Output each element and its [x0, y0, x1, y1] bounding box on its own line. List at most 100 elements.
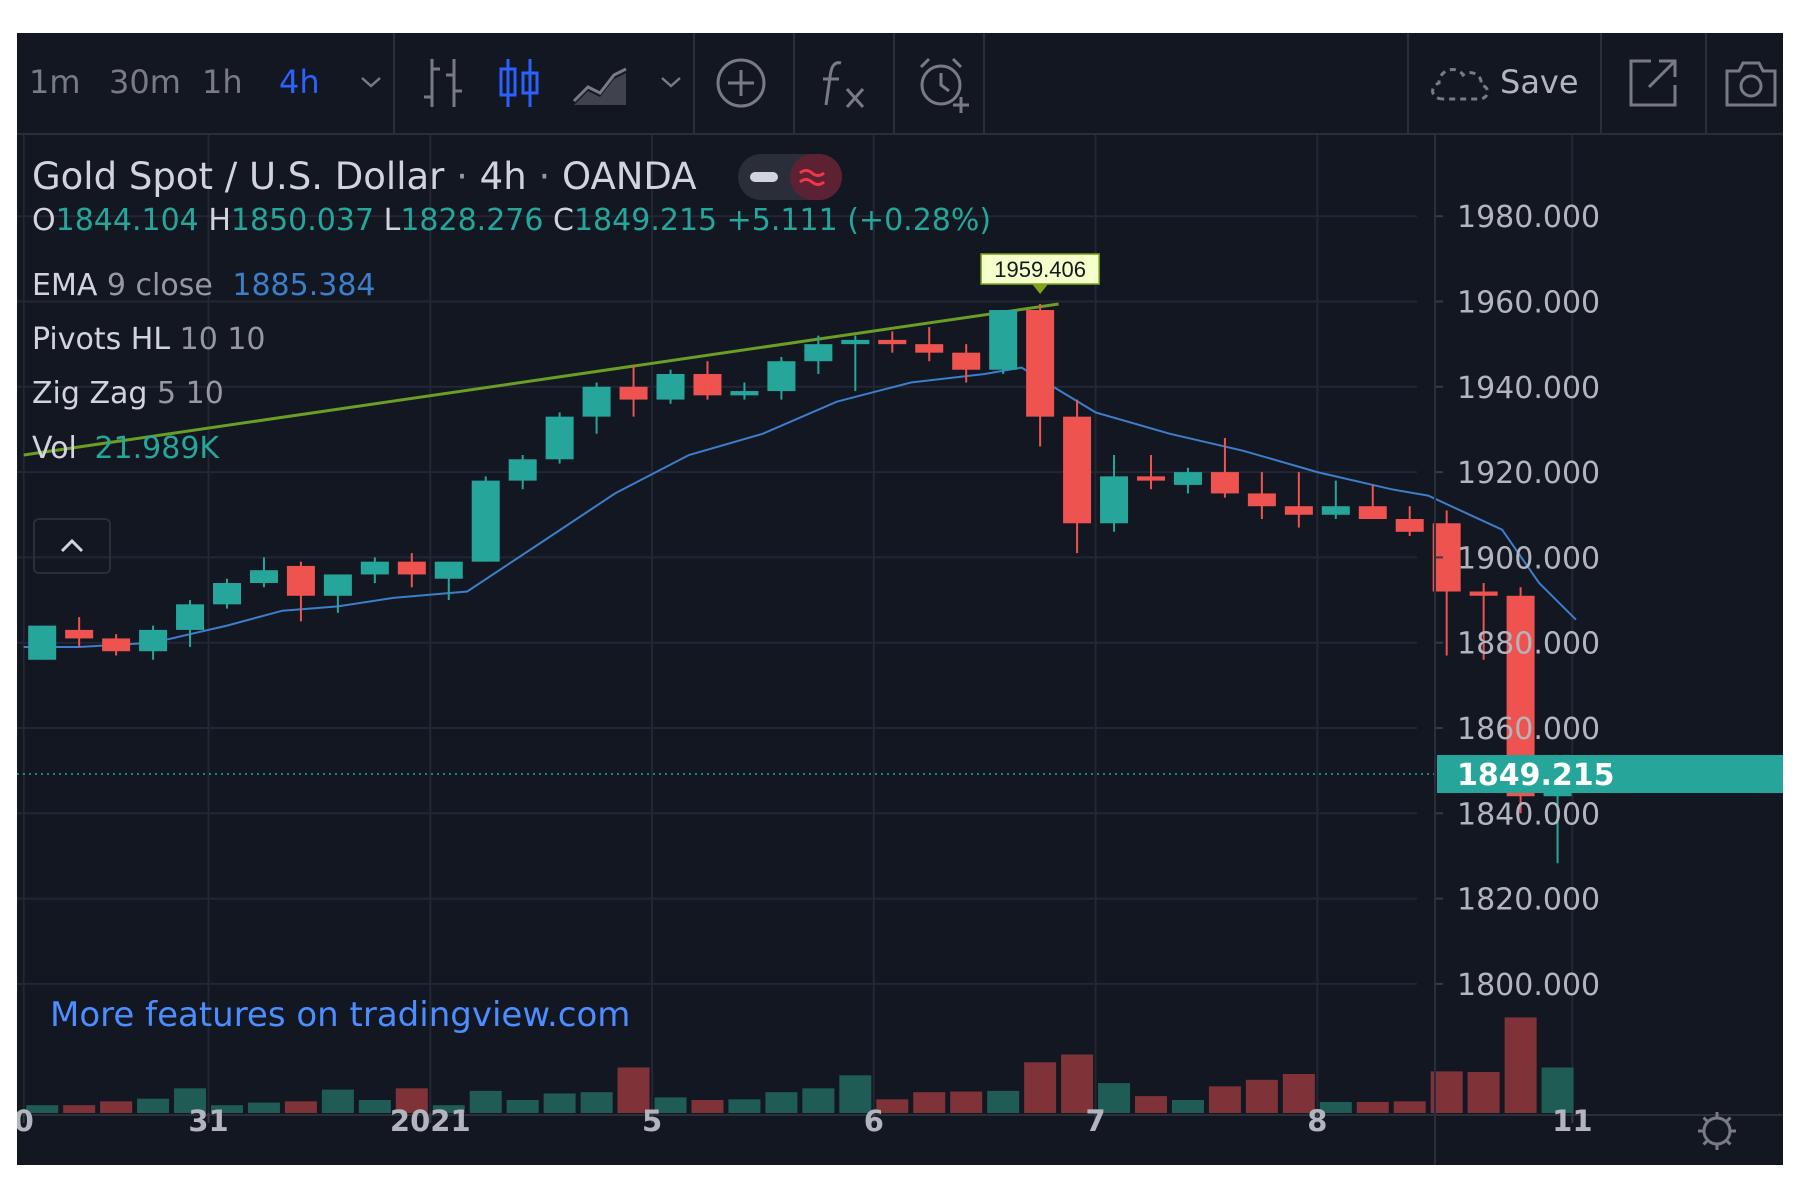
indicator-ema[interactable]: EMA 9 close 1885.384	[32, 268, 376, 303]
volume-bar	[1171, 1100, 1204, 1113]
pivot-high-label: 1959.406	[994, 257, 1086, 282]
collapse-legend-button[interactable]	[33, 518, 111, 574]
close-value: 1849.215	[573, 203, 718, 238]
toolbar: 1m 30m 1h 4h	[17, 33, 1783, 135]
volume-bar	[26, 1105, 59, 1113]
price-chart[interactable]: 1959.406 1800.000 1820.000 1840.000 1860.000…	[17, 33, 1783, 1165]
volume-bar	[358, 1100, 391, 1113]
candle-body	[323, 574, 352, 596]
high-value: 1850.037	[230, 203, 375, 238]
vol-name: Vol	[32, 431, 77, 466]
volume-bar	[247, 1102, 280, 1113]
y-tick-label: 1860.000	[1457, 712, 1600, 747]
volume-bar	[284, 1101, 317, 1113]
title-separator: ·	[456, 155, 468, 198]
area-chart-icon[interactable]	[570, 55, 630, 111]
candle-body	[693, 374, 722, 396]
y-tick-label: 1900.000	[1457, 541, 1600, 576]
candle-body	[619, 386, 648, 400]
x-tick-label: 31	[188, 1104, 228, 1138]
x-tick-label: 5	[642, 1104, 662, 1138]
pivot-high-label-pointer	[1032, 284, 1049, 295]
interval-1h[interactable]: 1h	[202, 63, 243, 101]
candle	[1321, 480, 1350, 520]
candle-body	[841, 339, 870, 345]
candle-body	[508, 459, 537, 481]
candle	[434, 561, 463, 601]
bar-chart-icon[interactable]	[420, 55, 468, 111]
pivots-params: 10 10	[179, 322, 266, 357]
candle-body	[1210, 472, 1239, 494]
settings-gear-icon[interactable]	[1698, 1112, 1736, 1150]
candle	[323, 574, 352, 613]
candle-body	[989, 310, 1018, 370]
save-button[interactable]: Save	[1500, 63, 1579, 101]
interval-1m[interactable]: 1m	[29, 63, 81, 101]
volume-bar	[691, 1100, 724, 1113]
candle	[582, 382, 611, 434]
candles-icon[interactable]	[495, 55, 543, 111]
candle-body	[952, 352, 981, 370]
indicator-volume[interactable]: Vol 21.989K	[32, 431, 219, 466]
candle	[1210, 437, 1239, 498]
volume-bar	[1098, 1083, 1131, 1113]
indicators-fx-icon[interactable]	[815, 55, 875, 111]
volume-bar	[1393, 1101, 1426, 1113]
chart-background	[17, 33, 1783, 1165]
candle	[102, 634, 131, 656]
y-tick-label: 1800.000	[1457, 968, 1600, 1003]
volume-bar	[1356, 1101, 1389, 1113]
candle-body	[139, 629, 168, 652]
cloud-icon[interactable]	[1427, 61, 1493, 105]
volume-bar	[617, 1067, 650, 1113]
ema-name: EMA	[32, 268, 98, 303]
candle	[841, 335, 870, 392]
candle	[213, 578, 241, 609]
candle-body	[65, 629, 94, 639]
interval-4h[interactable]: 4h	[279, 63, 320, 101]
volume-bar	[432, 1105, 465, 1113]
candle-body	[656, 374, 685, 400]
symbol-exchange: OANDA	[561, 155, 697, 198]
candle-body	[1469, 591, 1498, 596]
x-tick-label: 2021	[390, 1104, 471, 1138]
y-tick-label: 1820.000	[1457, 883, 1600, 918]
alarm-clock-icon[interactable]	[913, 55, 973, 115]
candle-body	[397, 561, 426, 575]
interval-30m[interactable]: 30m	[109, 63, 181, 101]
symbol-title[interactable]: Gold Spot / U.S. Dollar · 4h · OANDA	[32, 155, 697, 198]
toolbar-divider	[1705, 33, 1707, 133]
visibility-toggle[interactable]	[738, 154, 842, 200]
y-tick-label: 1940.000	[1457, 371, 1600, 406]
candle	[249, 557, 278, 588]
camera-icon[interactable]	[1721, 55, 1781, 111]
chevron-down-icon[interactable]	[357, 73, 385, 93]
candle-body	[1063, 416, 1092, 524]
chevron-down-icon[interactable]	[657, 73, 685, 93]
chevron-up-icon	[60, 538, 84, 553]
volume-bar	[395, 1088, 428, 1113]
open-external-icon[interactable]	[1625, 55, 1681, 111]
candle	[1026, 304, 1055, 447]
volume-bar	[950, 1091, 983, 1113]
candle	[139, 625, 168, 660]
candle	[1063, 399, 1092, 554]
volume-bar	[1282, 1074, 1315, 1113]
volume-bar	[765, 1092, 798, 1113]
indicator-zigzag[interactable]: Zig Zag 5 10	[32, 376, 224, 411]
ema-params: 9 close	[106, 268, 213, 303]
indicator-pivots[interactable]: Pivots HL 10 10	[32, 322, 266, 357]
toolbar-divider	[983, 33, 985, 133]
volume-bar	[1319, 1101, 1352, 1113]
toolbar-divider	[693, 33, 695, 133]
candle-body	[360, 561, 389, 575]
open-value: 1844.104	[55, 203, 199, 238]
tradingview-promo-link[interactable]: More features on tradingview.com	[50, 995, 631, 1035]
compare-add-icon[interactable]	[713, 55, 769, 111]
volume-bar	[469, 1090, 502, 1113]
title-separator: ·	[538, 155, 551, 198]
candle-body	[28, 625, 57, 660]
ema-value: 1885.384	[232, 268, 376, 303]
candle-body	[878, 339, 907, 345]
candle	[545, 412, 574, 464]
